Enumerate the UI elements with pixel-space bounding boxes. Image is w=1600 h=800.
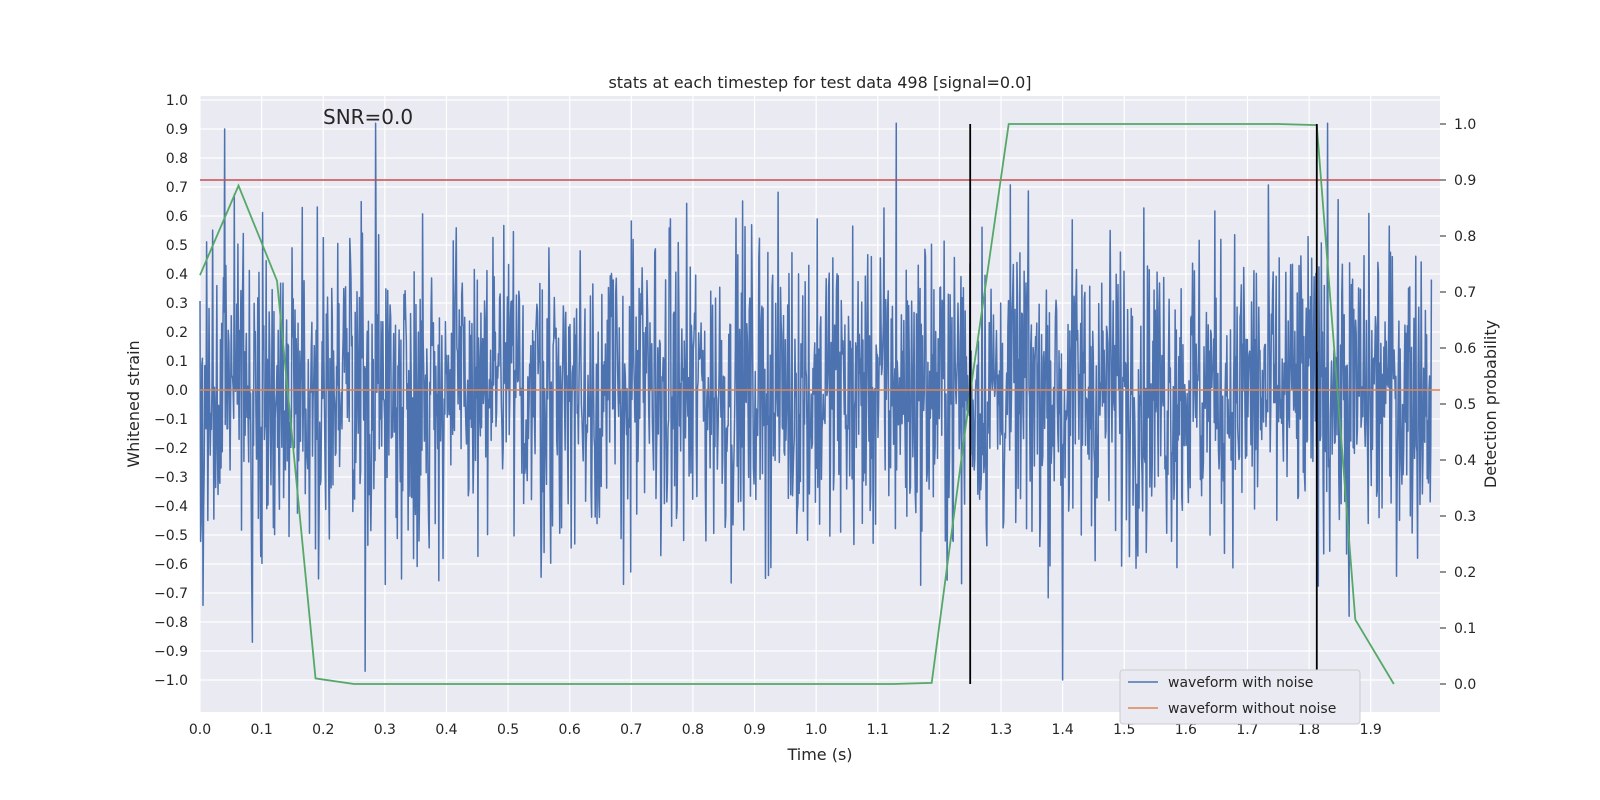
y2-axis-label: Detection probability	[1481, 320, 1500, 488]
x-tick-label: 0.8	[682, 722, 704, 738]
y-tick-label: 1.0	[166, 93, 188, 109]
x-tick-label: 0.7	[620, 722, 642, 738]
y-tick-label: −0.3	[154, 470, 188, 486]
y2-tick-label: 0.4	[1454, 453, 1476, 469]
y2-tick-label: 0.0	[1454, 677, 1476, 693]
y2-tick-label: 0.7	[1454, 285, 1476, 301]
x-tick-label: 1.8	[1298, 722, 1320, 738]
y-tick-label: 0.0	[166, 383, 188, 399]
y-tick-label: −0.5	[154, 528, 188, 544]
y-tick-label: 0.4	[166, 267, 188, 283]
y-tick-label: −0.9	[154, 644, 188, 660]
x-tick-label: 0.3	[374, 722, 396, 738]
y2-tick-label: 0.9	[1454, 173, 1476, 189]
y2-tick-label: 0.1	[1454, 621, 1476, 637]
y-tick-label: −0.6	[154, 557, 188, 573]
y2-tick-label: 0.5	[1454, 397, 1476, 413]
y-tick-label: 0.7	[166, 180, 188, 196]
x-tick-label: 1.2	[928, 722, 950, 738]
x-axis-label: Time (s)	[786, 745, 852, 764]
x-tick-label: 1.6	[1175, 722, 1197, 738]
x-tick-label: 1.0	[805, 722, 827, 738]
x-tick-label: 0.2	[312, 722, 334, 738]
tick-labels: 1.0 0.9 0.8 0.7 0.6 0.5 0.4 0.3 0.2 0.1 0.0 −0.1 −0.…	[154, 93, 1476, 738]
y-tick-label: 0.3	[166, 296, 188, 312]
y2-tick-label: 0.6	[1454, 341, 1476, 357]
y-tick-label: 0.9	[166, 122, 188, 138]
legend-box	[1119, 669, 1361, 725]
y-tick-label: −1.0	[154, 673, 188, 689]
y2-tick-label: 0.2	[1454, 565, 1476, 581]
chart-title: stats at each timestep for test data 498…	[608, 73, 1031, 92]
y-tick-label: 0.1	[166, 354, 188, 370]
snr-annotation: SNR=0.0	[323, 105, 413, 129]
y-tick-label: 0.8	[166, 151, 188, 167]
x-tick-label: 0.9	[743, 722, 765, 738]
legend-label-clean: waveform without noise	[1168, 701, 1336, 717]
y-tick-label: 0.2	[166, 325, 188, 341]
x-tick-label: 1.1	[867, 722, 889, 738]
y-tick-label: 0.6	[166, 209, 188, 225]
x-tick-label: 1.7	[1236, 722, 1258, 738]
legend-label-noisy: waveform with noise	[1168, 675, 1313, 691]
y-tick-label: −0.4	[154, 499, 188, 515]
x-tick-label: 0.4	[435, 722, 457, 738]
y-tick-label: −0.1	[154, 412, 188, 428]
y-tick-label: −0.8	[154, 615, 188, 631]
series-detection-probability	[199, 123, 1395, 685]
x-tick-label: 0.0	[189, 722, 211, 738]
y-tick-label: −0.2	[154, 441, 188, 457]
x-tick-label: 1.5	[1113, 722, 1135, 738]
y2-tick-label: 0.3	[1454, 509, 1476, 525]
x-tick-label: 0.1	[250, 722, 272, 738]
series-layer	[199, 122, 1440, 685]
x-tick-label: 0.6	[559, 722, 581, 738]
legend: waveform with noise waveform without noi…	[1119, 669, 1361, 725]
y-axis-label: Whitened strain	[124, 340, 143, 467]
y2-tick-label: 1.0	[1454, 117, 1476, 133]
x-tick-label: 1.4	[1051, 722, 1073, 738]
x-tick-label: 1.9	[1360, 722, 1382, 738]
y-tick-label: 0.5	[166, 238, 188, 254]
y2-tick-label: 0.8	[1454, 229, 1476, 245]
x-tick-label: 1.3	[990, 722, 1012, 738]
x-tick-label: 0.5	[497, 722, 519, 738]
y-tick-label: −0.7	[154, 586, 188, 602]
